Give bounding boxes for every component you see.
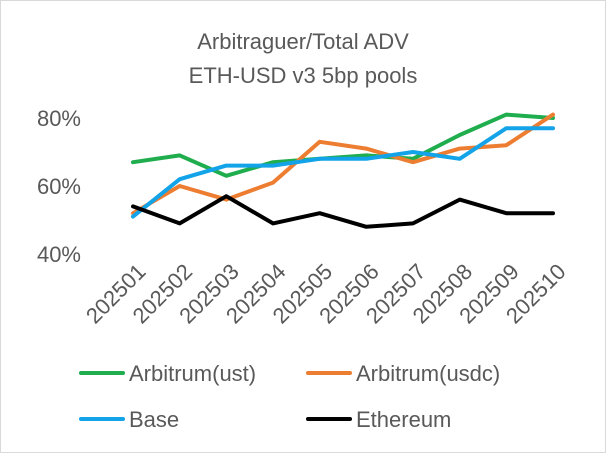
legend: Arbitrum(ust) Arbitrum(usdc) Base Ethereum [79, 361, 500, 432]
series-line-arbitrum-usdc [131, 112, 555, 216]
series-line-base [131, 126, 555, 219]
y-axis-labels: 40% 60% 80% [37, 106, 81, 267]
chart-title-line-1: Arbitraguer/Total ADV [197, 29, 409, 54]
legend-label-base: Base [129, 407, 179, 432]
legend-label-arbitrum-usdc: Arbitrum(usdc) [356, 361, 500, 386]
y-tick-label: 40% [37, 242, 81, 267]
x-axis-labels: 2025012025022025032025042025052025062025… [81, 259, 571, 329]
series-lines [131, 112, 555, 229]
legend-label-arbitrum-ust: Arbitrum(ust) [129, 361, 256, 386]
y-tick-label: 60% [37, 174, 81, 199]
legend-label-ethereum: Ethereum [356, 407, 451, 432]
series-line-ethereum [131, 194, 555, 229]
chart-title-line-2: ETH-USD v3 5bp pools [189, 63, 418, 88]
y-tick-label: 80% [37, 106, 81, 131]
